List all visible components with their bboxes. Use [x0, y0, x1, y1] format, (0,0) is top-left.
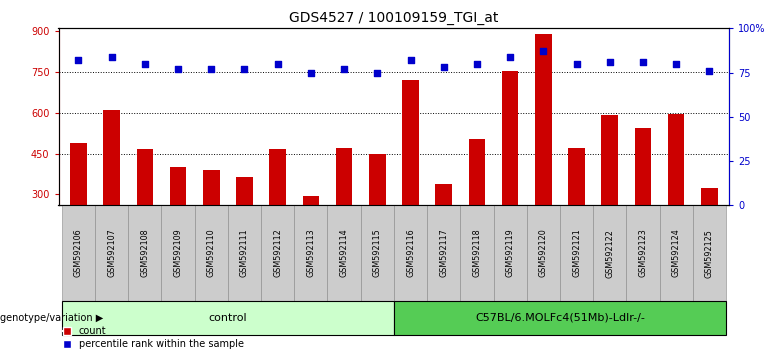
Bar — [360, 205, 394, 301]
Bar — [294, 205, 328, 301]
Title: GDS4527 / 100109159_TGI_at: GDS4527 / 100109159_TGI_at — [289, 11, 498, 24]
Bar — [502, 70, 519, 276]
Legend: count, percentile rank within the sample: count, percentile rank within the sample — [63, 326, 244, 349]
Bar — [95, 205, 128, 301]
Bar — [560, 205, 593, 301]
Bar — [469, 139, 485, 276]
Bar — [668, 114, 685, 276]
Bar — [103, 110, 120, 276]
Text: GSM592117: GSM592117 — [439, 229, 448, 278]
Bar — [203, 170, 219, 276]
Point — [438, 64, 450, 70]
Point — [338, 66, 350, 72]
Point — [139, 61, 151, 67]
Bar — [70, 143, 87, 276]
Point — [305, 70, 317, 75]
Bar — [626, 205, 660, 301]
Point — [470, 61, 483, 67]
Point — [205, 66, 218, 72]
Point — [371, 70, 384, 75]
Bar — [435, 183, 452, 276]
Bar — [335, 148, 353, 276]
Point — [73, 57, 85, 63]
Bar — [394, 301, 726, 335]
Bar — [195, 205, 228, 301]
Bar — [701, 188, 718, 276]
Bar — [601, 115, 618, 276]
Bar — [136, 149, 153, 276]
Bar — [62, 301, 394, 335]
Text: GSM592123: GSM592123 — [639, 229, 647, 278]
Bar — [170, 167, 186, 276]
Point — [404, 57, 417, 63]
Bar — [236, 177, 253, 276]
Text: GSM592111: GSM592111 — [240, 229, 249, 278]
Bar — [303, 196, 319, 276]
Bar — [62, 205, 95, 301]
Bar — [427, 205, 460, 301]
Text: control: control — [208, 313, 247, 323]
Bar — [369, 154, 385, 276]
Point — [238, 66, 250, 72]
Text: GSM592125: GSM592125 — [705, 229, 714, 278]
Bar — [402, 80, 419, 276]
Bar — [494, 205, 526, 301]
Text: C57BL/6.MOLFc4(51Mb)-Ldlr-/-: C57BL/6.MOLFc4(51Mb)-Ldlr-/- — [475, 313, 645, 323]
Bar — [269, 149, 286, 276]
Bar — [128, 205, 161, 301]
Bar — [261, 205, 294, 301]
Point — [670, 61, 682, 67]
Text: GSM592106: GSM592106 — [74, 229, 83, 278]
Bar — [460, 205, 494, 301]
Point — [604, 59, 616, 65]
Bar — [569, 148, 585, 276]
Text: GSM592124: GSM592124 — [672, 229, 681, 278]
Point — [703, 68, 715, 74]
Text: GSM592122: GSM592122 — [605, 229, 615, 278]
Text: GSM592119: GSM592119 — [505, 229, 515, 278]
Text: genotype/variation ▶: genotype/variation ▶ — [0, 313, 103, 323]
Point — [172, 66, 184, 72]
Point — [570, 61, 583, 67]
Bar — [693, 205, 726, 301]
Bar — [328, 205, 360, 301]
Text: GSM592120: GSM592120 — [539, 229, 548, 278]
Text: GSM592109: GSM592109 — [173, 229, 183, 278]
Bar — [161, 205, 195, 301]
Bar — [635, 128, 651, 276]
Text: GSM592108: GSM592108 — [140, 229, 149, 278]
Text: GSM592110: GSM592110 — [207, 229, 216, 278]
Point — [504, 54, 516, 59]
Text: GSM592116: GSM592116 — [406, 229, 415, 278]
Text: GSM592118: GSM592118 — [473, 229, 481, 278]
Point — [636, 59, 649, 65]
Point — [537, 48, 550, 54]
Point — [105, 54, 118, 59]
Text: GSM592107: GSM592107 — [107, 229, 116, 278]
Bar — [535, 34, 551, 276]
Bar — [228, 205, 261, 301]
Text: GSM592121: GSM592121 — [572, 229, 581, 278]
Bar — [394, 205, 427, 301]
Bar — [593, 205, 626, 301]
Text: GSM592113: GSM592113 — [307, 229, 315, 278]
Point — [271, 61, 284, 67]
Text: GSM592112: GSM592112 — [273, 229, 282, 278]
Text: GSM592114: GSM592114 — [339, 229, 349, 278]
Text: GSM592115: GSM592115 — [373, 229, 381, 278]
Bar — [526, 205, 560, 301]
Bar — [660, 205, 693, 301]
